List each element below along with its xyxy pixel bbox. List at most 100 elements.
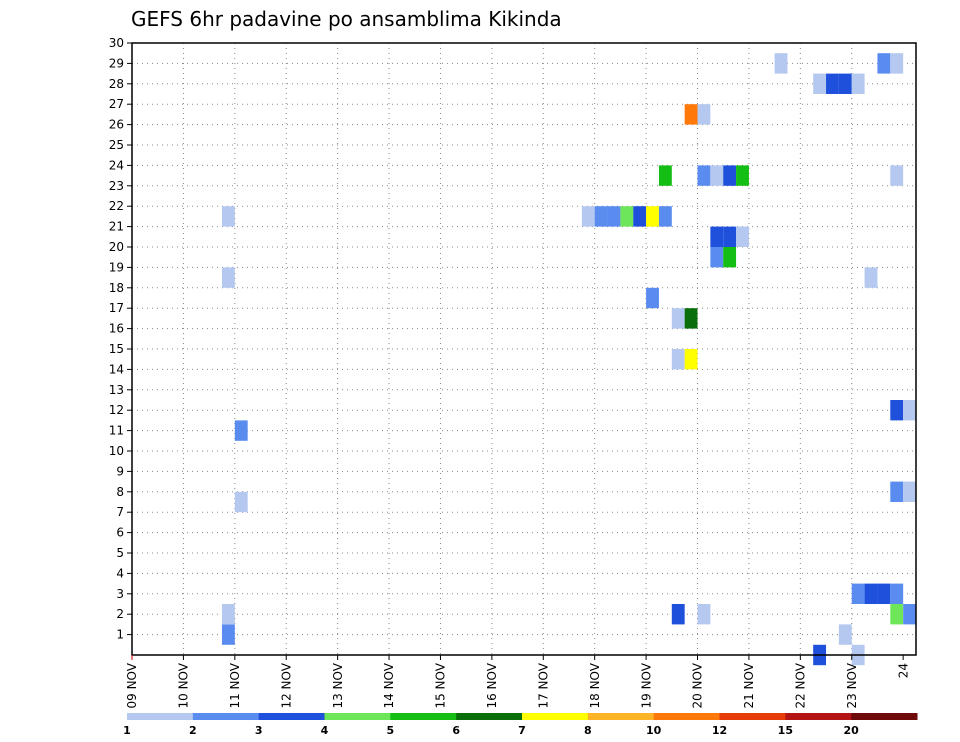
x-tick-label: 19 NOV <box>639 662 653 708</box>
legend-swatch <box>127 713 194 720</box>
precip-cell <box>838 624 852 645</box>
y-tick-label: 26 <box>109 118 124 132</box>
legend-swatch <box>851 713 918 720</box>
precip-cell <box>221 206 235 227</box>
precip-cell <box>697 165 711 186</box>
legend-label: 5 <box>387 724 395 737</box>
x-tick-label: 21 NOV <box>742 662 756 708</box>
precip-cell <box>903 604 916 625</box>
x-tick-label: 16 NOV <box>485 662 499 708</box>
y-tick-label: 21 <box>109 220 124 234</box>
y-tick-label: 16 <box>109 322 124 336</box>
precip-cell <box>658 165 672 186</box>
x-tick-label: 20 NOV <box>691 662 705 708</box>
y-tick-label: 17 <box>109 301 124 315</box>
legend-label: 20 <box>844 724 860 737</box>
legend-swatch <box>719 713 786 720</box>
precip-cell <box>903 481 916 502</box>
precip-cell <box>633 206 647 227</box>
y-tick-label: 24 <box>109 158 124 172</box>
legend-swatch <box>653 713 720 720</box>
x-tick-label: 12 NOV <box>279 662 293 708</box>
precip-cell <box>581 206 595 227</box>
y-tick-label: 3 <box>116 587 124 601</box>
x-tick-label: 22 NOV <box>794 662 808 708</box>
legend-swatch <box>390 713 457 720</box>
precip-cell <box>838 73 852 94</box>
precip-cell <box>851 73 865 94</box>
y-tick-label: 28 <box>109 77 124 91</box>
x-axis-ticks: 09 NOV 10 NOV 11 NOV 12 NOV 13 NOV 14 NOV 15 N… <box>125 655 910 709</box>
precip-cell <box>221 624 235 645</box>
precip-cell <box>671 604 685 625</box>
chart-title: GEFS 6hr padavine po ansamblima Kikinda <box>131 7 562 31</box>
legend-swatch <box>324 713 391 720</box>
precip-cell <box>658 206 672 227</box>
y-tick-label: 7 <box>116 505 124 519</box>
legend-label: 6 <box>452 724 460 737</box>
precip-cell <box>890 400 904 421</box>
precip-cell <box>890 481 904 502</box>
y-tick-label: 23 <box>109 179 124 193</box>
x-tick-label: 18 NOV <box>588 662 602 708</box>
precip-cell <box>723 165 737 186</box>
precip-cell <box>710 247 724 268</box>
legend-label: 1 <box>123 724 131 737</box>
legend-swatch <box>456 713 523 720</box>
precip-cell <box>890 604 904 625</box>
y-tick-label: 2 <box>116 607 124 621</box>
x-tick-label: 13 NOV <box>331 662 345 708</box>
precip-cell <box>697 104 711 125</box>
precip-cell <box>221 604 235 625</box>
y-tick-label: 10 <box>109 444 124 458</box>
x-tick-label: 10 NOV <box>177 662 191 708</box>
precip-cell <box>774 53 788 74</box>
precip-cell <box>646 287 659 309</box>
precip-cell <box>723 247 737 268</box>
y-tick-label: 19 <box>109 260 124 274</box>
y-tick-label: 4 <box>116 566 124 580</box>
precip-cell <box>710 165 724 186</box>
precip-cell <box>607 206 621 227</box>
precip-cell <box>890 165 904 186</box>
legend-swatch <box>192 713 260 720</box>
plot-frame <box>131 42 917 656</box>
y-tick-label: 5 <box>116 546 124 560</box>
precip-cell <box>697 604 711 625</box>
precip-cell <box>736 165 749 186</box>
precip-cell <box>864 583 878 604</box>
precip-cell <box>890 583 904 604</box>
legend-swatch <box>785 713 852 720</box>
color-legend: 1 2 3 4 5 6 7 8 10 12 15 20 <box>123 713 918 737</box>
precip-cell <box>594 206 608 227</box>
legend-label: 7 <box>518 724 526 737</box>
legend-label: 12 <box>712 724 727 737</box>
legend-label: 8 <box>584 724 592 737</box>
legend-label: 2 <box>189 724 197 737</box>
precip-cell <box>646 206 659 227</box>
precip-cell <box>620 206 634 227</box>
x-tick-label: 17 NOV <box>536 662 550 708</box>
precip-cell <box>710 226 724 247</box>
precip-cell <box>813 73 827 94</box>
y-tick-label: 11 <box>109 424 124 438</box>
x-tick-label: 24 <box>896 663 910 678</box>
precip-cell <box>234 420 248 441</box>
precip-cell <box>826 73 839 94</box>
precip-cell <box>684 349 698 370</box>
x-tick-label: 23 NOV <box>845 662 859 708</box>
precip-cell <box>671 308 685 329</box>
y-tick-label: 13 <box>109 383 124 397</box>
y-tick-label: 25 <box>109 138 124 152</box>
legend-label: 4 <box>321 724 329 737</box>
y-tick-label: 30 <box>109 36 124 50</box>
legend-swatch <box>258 713 325 720</box>
y-axis-ticks: 1234567891011121314151617181920212223242… <box>109 36 132 642</box>
legend-label: 3 <box>255 724 263 737</box>
precip-cell <box>890 53 904 74</box>
y-tick-label: 9 <box>116 464 124 478</box>
y-tick-label: 15 <box>109 342 124 356</box>
y-tick-label: 18 <box>109 281 124 295</box>
legend-label: 15 <box>778 724 793 737</box>
